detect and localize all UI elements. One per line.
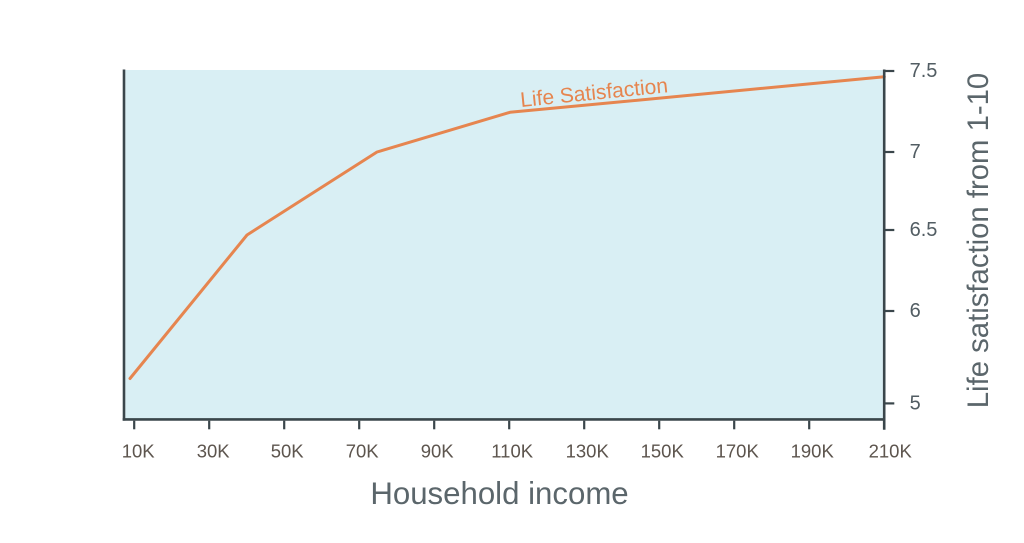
svg-text:90K: 90K <box>421 441 455 462</box>
svg-text:110K: 110K <box>491 441 533 462</box>
svg-text:7.5: 7.5 <box>910 60 938 82</box>
svg-text:130K: 130K <box>566 441 610 462</box>
svg-text:150K: 150K <box>641 441 685 462</box>
svg-text:Life satisfaction from 1-10: Life satisfaction from 1-10 <box>962 73 995 408</box>
svg-text:210K: 210K <box>869 441 913 462</box>
svg-text:10K: 10K <box>122 441 156 462</box>
svg-text:5: 5 <box>910 392 921 414</box>
svg-text:7: 7 <box>910 141 921 163</box>
svg-text:Household income: Household income <box>370 476 628 511</box>
svg-text:170K: 170K <box>716 441 760 462</box>
svg-text:70K: 70K <box>346 441 380 462</box>
svg-text:6.5: 6.5 <box>910 219 938 241</box>
svg-text:30K: 30K <box>197 441 231 462</box>
svg-text:50K: 50K <box>271 441 305 462</box>
svg-text:190K: 190K <box>791 441 835 462</box>
svg-text:6: 6 <box>910 300 921 322</box>
